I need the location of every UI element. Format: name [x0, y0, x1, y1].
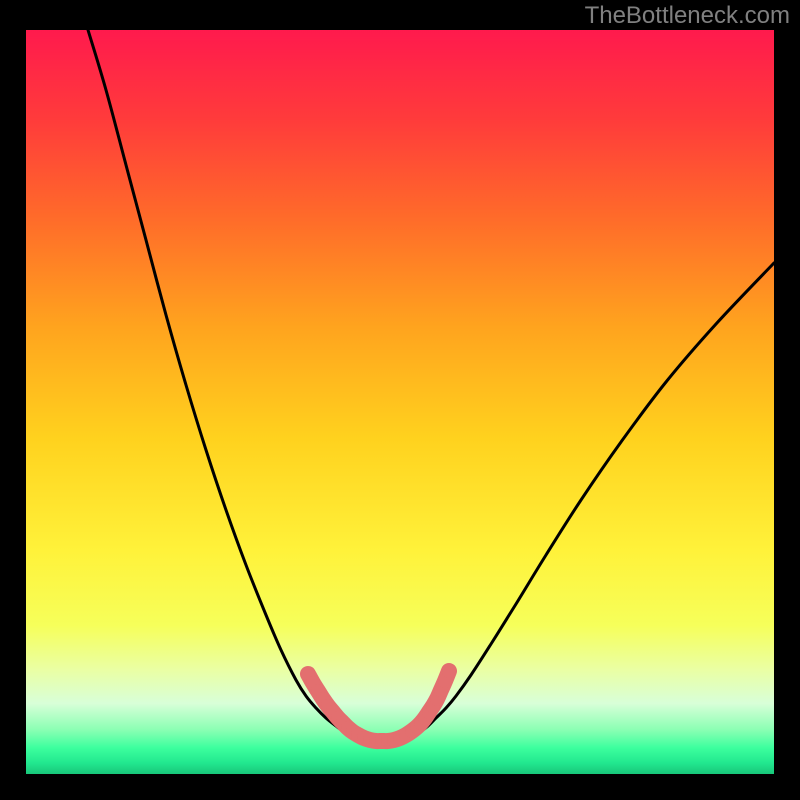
plot-gradient — [26, 30, 774, 774]
watermark-text: TheBottleneck.com — [585, 2, 790, 30]
highlight-dot — [442, 664, 456, 678]
bottleneck-chart — [0, 0, 800, 800]
